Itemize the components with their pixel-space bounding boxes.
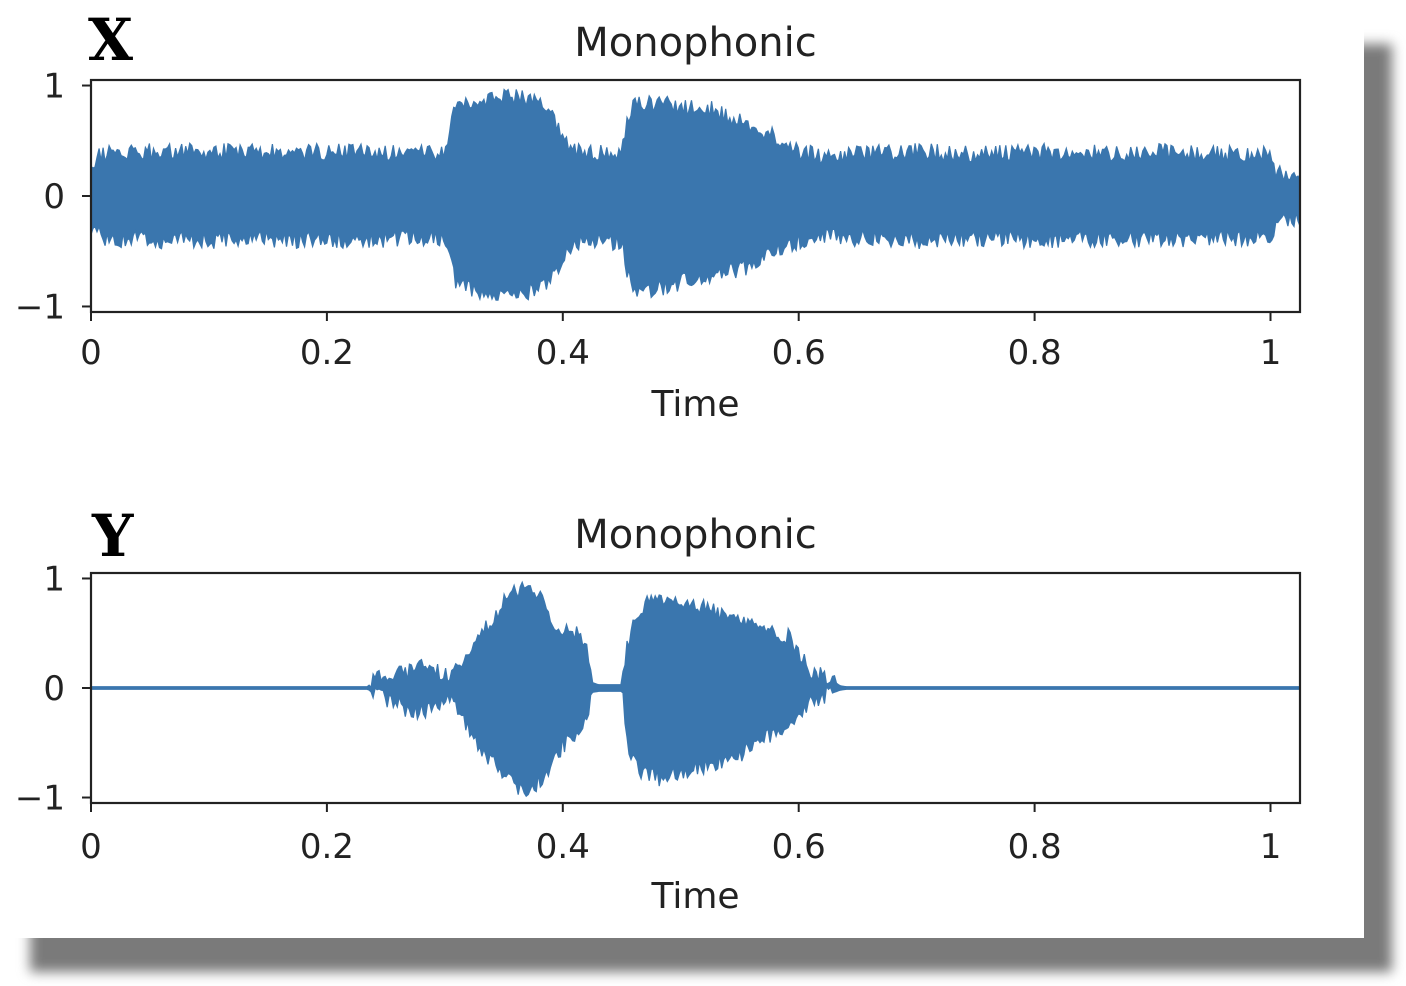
x-axis-label: Time xyxy=(650,384,739,425)
x-axis-label: Time xyxy=(650,876,739,917)
x-tick-label: 0 xyxy=(80,333,102,373)
y-tick-label: 1 xyxy=(43,559,65,599)
chart-title: Monophonic xyxy=(574,512,816,558)
chart-title: Monophonic xyxy=(574,20,816,66)
waveform-charts: X Monophonic 0 0.2 0.4 0.6 0.8 1 1 0 −1 Time Y Monoph… xyxy=(15,6,1302,917)
y-tick-label: 0 xyxy=(43,177,65,217)
x-tick-label: 0.2 xyxy=(300,333,354,373)
y-tick-label: 0 xyxy=(43,669,65,709)
x-tick-label: 1 xyxy=(1260,333,1282,373)
panel-letter-y: Y xyxy=(91,502,134,570)
panel-letter-x: X xyxy=(88,6,133,74)
x-tick-label: 0.6 xyxy=(772,333,826,373)
x-tick-label: 0.2 xyxy=(300,827,354,867)
x-tick-label: 0.8 xyxy=(1008,827,1062,867)
waveform-series xyxy=(90,580,1301,798)
waveform-series xyxy=(90,88,1301,302)
y-tick-label: −1 xyxy=(15,287,65,327)
x-tick-label: 0.6 xyxy=(772,827,826,867)
x-tick-label: 0 xyxy=(80,827,102,867)
x-tick-label: 1 xyxy=(1260,827,1282,867)
y-tick-label: −1 xyxy=(15,779,65,819)
y-tick-label: 1 xyxy=(43,67,65,107)
figure-card: X Monophonic 0 0.2 0.4 0.6 0.8 1 1 0 −1 Time Y Monoph… xyxy=(14,6,1302,917)
x-tick-label: 0.4 xyxy=(536,333,590,373)
x-tick-label: 0.4 xyxy=(536,827,590,867)
x-tick-label: 0.8 xyxy=(1008,333,1062,373)
